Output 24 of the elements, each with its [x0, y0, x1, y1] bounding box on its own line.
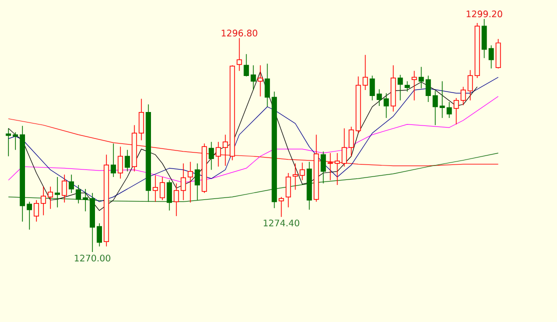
annotation: 1270.00 — [74, 254, 110, 262]
candlestick — [68, 174, 74, 194]
candlestick — [278, 196, 284, 218]
candlestick — [208, 142, 214, 170]
candlestick — [48, 186, 53, 210]
candlestick — [118, 146, 123, 179]
candlestick — [412, 70, 417, 101]
candlestick — [40, 186, 46, 216]
annotation: 1299.20 — [466, 10, 502, 18]
candlestick — [236, 38, 242, 72]
annotation: 1296.80 — [222, 30, 258, 36]
candlestick — [62, 174, 67, 203]
candlestick — [188, 161, 193, 203]
candlestick — [124, 149, 130, 172]
candlestick — [26, 201, 32, 230]
candlestick — [34, 200, 39, 222]
annotation: 1274.40 — [264, 220, 300, 226]
candlestick — [404, 80, 410, 92]
candlestick — [398, 74, 403, 101]
candlestick — [286, 172, 291, 208]
candlestick — [258, 64, 263, 97]
candlestick — [96, 222, 102, 247]
candlestick — [110, 143, 116, 178]
candlestick — [6, 128, 12, 157]
